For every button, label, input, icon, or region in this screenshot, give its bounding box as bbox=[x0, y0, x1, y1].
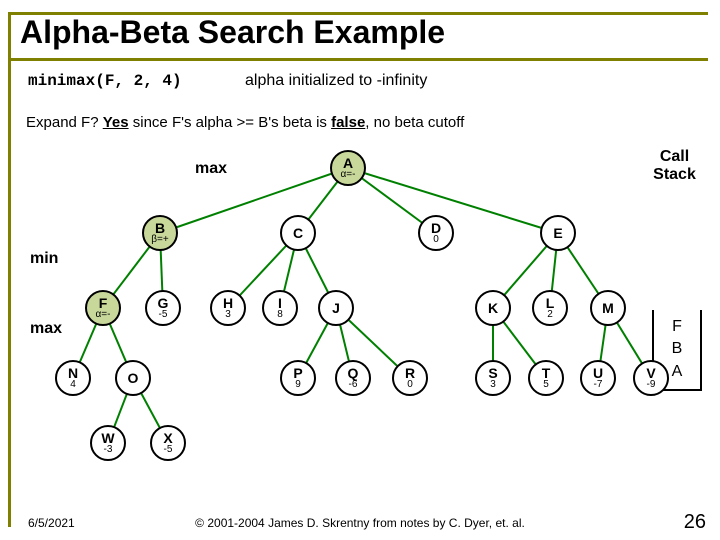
node-B: Bβ=+ bbox=[142, 215, 178, 251]
node-E: E bbox=[540, 215, 576, 251]
node-label: F bbox=[99, 296, 108, 310]
node-sub: 3 bbox=[225, 310, 231, 320]
node-H: H3 bbox=[210, 290, 246, 326]
node-A: Aα=- bbox=[330, 150, 366, 186]
node-sub: 3 bbox=[490, 380, 496, 390]
node-F: Fα=- bbox=[85, 290, 121, 326]
node-sub: α=- bbox=[341, 170, 356, 180]
node-label: D bbox=[431, 221, 441, 235]
node-label: V bbox=[646, 366, 655, 380]
node-sub: -9 bbox=[647, 380, 656, 390]
node-label: C bbox=[293, 226, 303, 240]
node-I: I8 bbox=[262, 290, 298, 326]
node-sub: -7 bbox=[594, 380, 603, 390]
node-J: J bbox=[318, 290, 354, 326]
node-label: P bbox=[293, 366, 302, 380]
node-label: Q bbox=[348, 366, 359, 380]
node-K: K bbox=[475, 290, 511, 326]
node-label: J bbox=[332, 301, 340, 315]
page-number: 26 bbox=[684, 511, 706, 534]
node-sub: -6 bbox=[349, 380, 358, 390]
node-sub: 4 bbox=[70, 380, 76, 390]
node-sub: 8 bbox=[277, 310, 283, 320]
node-sub: -3 bbox=[104, 445, 113, 455]
node-label: S bbox=[488, 366, 497, 380]
node-label: O bbox=[128, 371, 139, 385]
node-S: S3 bbox=[475, 360, 511, 396]
node-sub: 9 bbox=[295, 380, 301, 390]
footer-copy: © 2001-2004 James D. Skrentny from notes… bbox=[0, 516, 720, 530]
node-label: A bbox=[343, 156, 353, 170]
node-W: W-3 bbox=[90, 425, 126, 461]
node-label: B bbox=[155, 221, 165, 235]
node-sub: 2 bbox=[547, 310, 553, 320]
node-V: V-9 bbox=[633, 360, 669, 396]
node-label: M bbox=[602, 301, 614, 315]
node-sub: 0 bbox=[407, 380, 413, 390]
node-sub: α=- bbox=[96, 310, 111, 320]
node-P: P9 bbox=[280, 360, 316, 396]
node-sub: β=+ bbox=[151, 235, 168, 245]
node-X: X-5 bbox=[150, 425, 186, 461]
node-C: C bbox=[280, 215, 316, 251]
node-sub: 5 bbox=[543, 380, 549, 390]
node-label: W bbox=[101, 431, 114, 445]
node-label: I bbox=[278, 296, 282, 310]
node-D: D0 bbox=[418, 215, 454, 251]
node-label: U bbox=[593, 366, 603, 380]
node-G: G-5 bbox=[145, 290, 181, 326]
node-U: U-7 bbox=[580, 360, 616, 396]
node-label: X bbox=[163, 431, 172, 445]
node-sub: -5 bbox=[164, 445, 173, 455]
tree: Aα=-Bβ=+CD0EFα=-G-5H3I8JKL2MN4OP9Q-6R0S3… bbox=[0, 0, 720, 540]
node-label: N bbox=[68, 366, 78, 380]
node-label: G bbox=[158, 296, 169, 310]
node-label: L bbox=[546, 296, 555, 310]
node-sub: 0 bbox=[433, 235, 439, 245]
node-Q: Q-6 bbox=[335, 360, 371, 396]
node-label: K bbox=[488, 301, 498, 315]
node-R: R0 bbox=[392, 360, 428, 396]
node-L: L2 bbox=[532, 290, 568, 326]
node-O: O bbox=[115, 360, 151, 396]
node-label: H bbox=[223, 296, 233, 310]
node-label: T bbox=[542, 366, 551, 380]
node-T: T5 bbox=[528, 360, 564, 396]
node-M: M bbox=[590, 290, 626, 326]
node-sub: -5 bbox=[159, 310, 168, 320]
node-label: R bbox=[405, 366, 415, 380]
node-label: E bbox=[553, 226, 562, 240]
node-N: N4 bbox=[55, 360, 91, 396]
